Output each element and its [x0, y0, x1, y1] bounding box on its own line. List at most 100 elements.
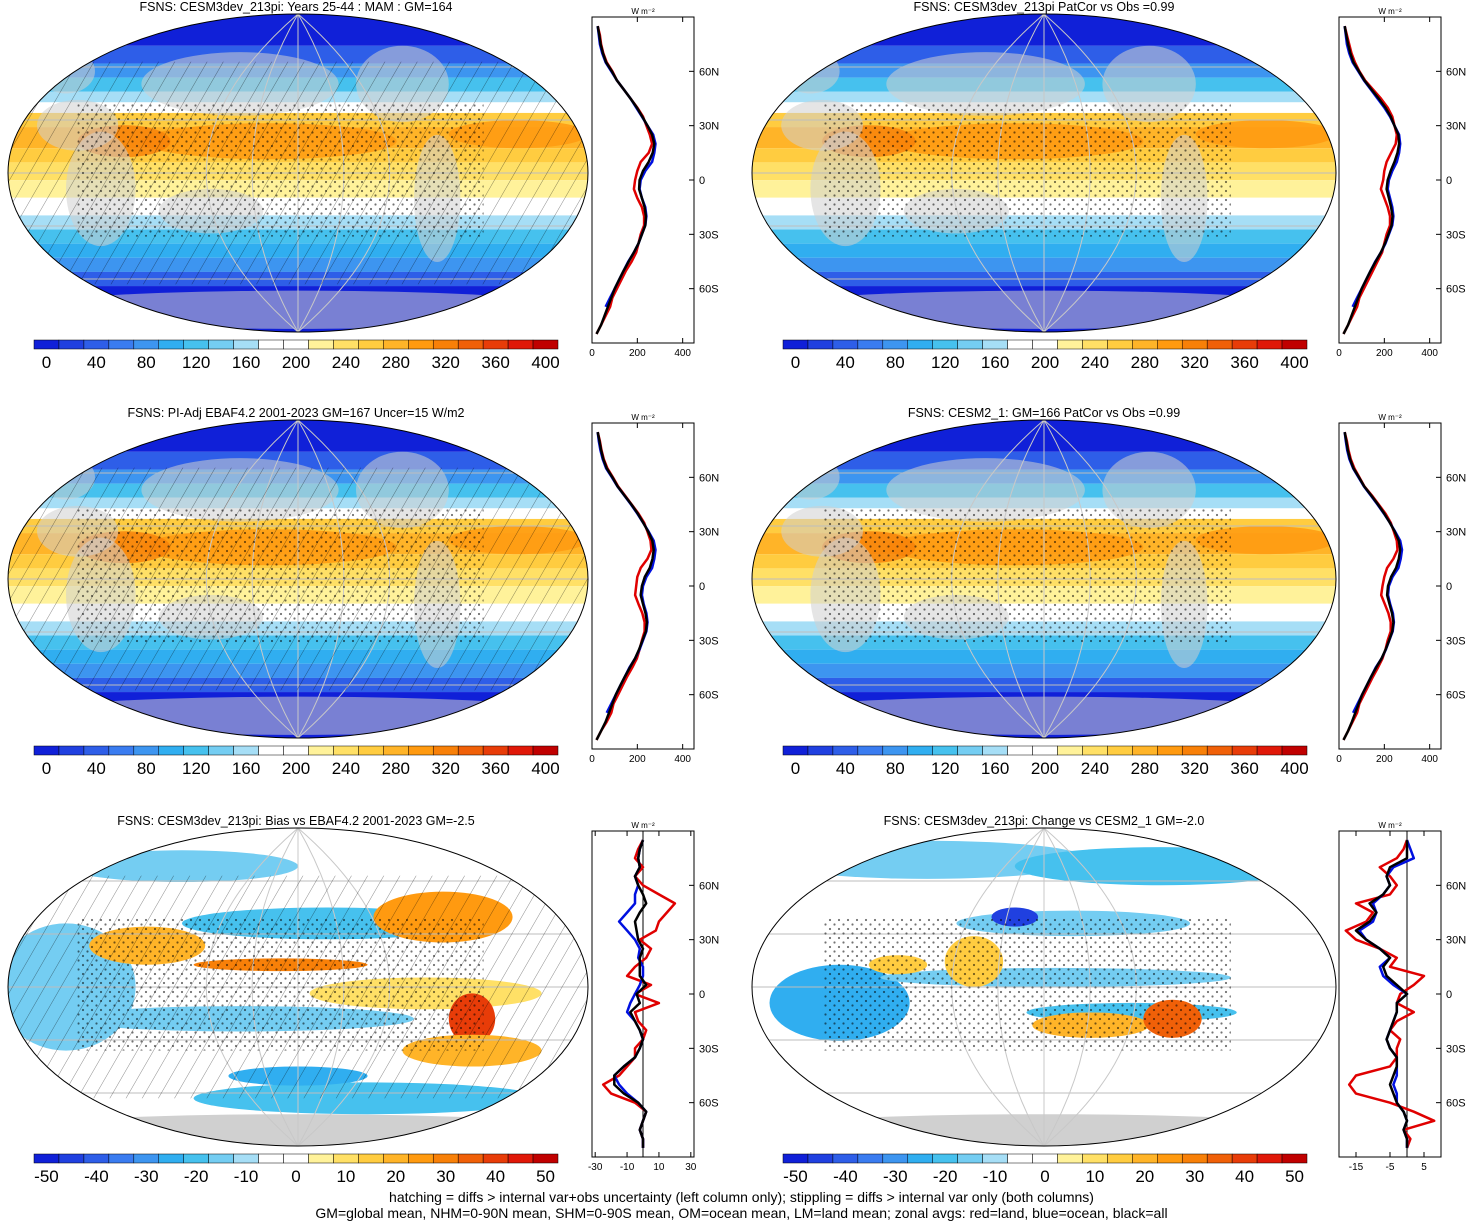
colorbar-swatch [58, 1153, 85, 1164]
zonal-lat-label: 60N [1446, 880, 1466, 892]
map-outline [7, 419, 589, 739]
zonal-lat-label: 30S [699, 1043, 719, 1055]
panel-title: FSNS: CESM3dev_213pi: Bias vs EBAF4.2 20… [117, 814, 475, 828]
colorbar-swatch [1206, 745, 1233, 756]
colorbar-tick-label: 240 [332, 353, 360, 372]
colorbar-swatch [308, 745, 334, 756]
colorbar-swatch [308, 339, 334, 350]
colorbar-swatch [1057, 745, 1083, 756]
colorbar-tick-label: 40 [486, 1167, 505, 1186]
colorbar-swatch [932, 745, 958, 756]
zonal-lat-label: 30S [699, 635, 719, 647]
colorbar-swatch [183, 745, 209, 756]
colorbar-swatch [358, 1153, 384, 1164]
colorbar-swatch [1181, 745, 1208, 756]
colorbar-swatch [782, 1153, 809, 1164]
zonal-lat-label: 60N [1446, 472, 1466, 484]
colorbar-swatch [1057, 339, 1083, 350]
zonal-lat-label: 30N [699, 527, 719, 539]
colorbar-tick-label: -30 [134, 1167, 159, 1186]
zonal-unit: W m⁻² [631, 413, 655, 422]
colorbar-swatch [1007, 1153, 1033, 1164]
colorbar-swatch [432, 339, 459, 350]
map-field [8, 828, 588, 1146]
colorbar-swatch [1032, 1153, 1058, 1164]
colorbar-swatch [1256, 339, 1283, 350]
zonal-xtick-label: 10 [653, 1162, 665, 1173]
colorbar-swatch [857, 745, 884, 756]
panel-p3: FSNS: PI-Adj EBAF4.2 2001-2023 GM=167 Un… [7, 406, 719, 778]
zonal-lat-label: 0 [699, 175, 705, 187]
panel-p6: FSNS: CESM3dev_213pi: Change vs CESM2_1 … [751, 814, 1466, 1186]
colorbar-swatch [1281, 745, 1308, 756]
zonal-lat-label: 30N [699, 935, 719, 947]
colorbar-tick-label: 240 [1081, 353, 1109, 372]
zonal-lat-label: 60S [1446, 284, 1466, 296]
colorbar-tick-label: 160 [232, 353, 260, 372]
colorbar-swatch [133, 745, 160, 756]
colorbar-swatch [532, 745, 559, 756]
zonal-xtick-label: 400 [674, 754, 691, 765]
colorbar-tick-label: 160 [981, 759, 1009, 778]
colorbar-tick-label: 200 [282, 353, 310, 372]
colorbar-swatch [1206, 339, 1233, 350]
colorbar-tick-label: 40 [836, 353, 855, 372]
zonal-lat-label: 60N [699, 880, 719, 892]
zonal-xtick-label: 5 [1421, 1162, 1427, 1173]
colorbar-swatch [432, 1153, 459, 1164]
colorbar-swatch [1132, 339, 1158, 350]
colorbar-tick-label: 400 [1280, 353, 1308, 372]
colorbar-swatch [1082, 745, 1108, 756]
colorbar-swatch [907, 745, 933, 756]
colorbar-swatch [208, 745, 234, 756]
colorbar-tick-label: -50 [783, 1167, 808, 1186]
colorbar-swatch [1181, 339, 1208, 350]
zonal-lat-label: 0 [1446, 581, 1452, 593]
colorbar-swatch [208, 1153, 234, 1164]
zonal-xtick-label: 400 [1421, 754, 1438, 765]
colorbar-swatch [158, 745, 184, 756]
zonal-xtick-label: 0 [589, 754, 595, 765]
colorbar-swatch [1032, 745, 1058, 756]
stippling [822, 509, 1231, 643]
colorbar-tick-label: 240 [332, 759, 360, 778]
colorbar-swatch [1231, 745, 1258, 756]
colorbar-swatch [233, 1153, 259, 1164]
colorbar-swatch [383, 745, 409, 756]
colorbar-swatch [1206, 1153, 1233, 1164]
zonal-unit: W m⁻² [631, 821, 655, 830]
panel-title: FSNS: CESM3dev_213pi: Change vs CESM2_1 … [884, 814, 1205, 828]
zonal-frame [1338, 830, 1442, 1158]
colorbar-swatch [258, 339, 284, 350]
colorbar-swatch [208, 339, 234, 350]
colorbar-tick-label: 200 [282, 759, 310, 778]
colorbar-tick-label: 400 [1280, 759, 1308, 778]
colorbar-tick-label: 320 [1181, 353, 1209, 372]
zonal-plot: W m⁻² -30 -10 10 30 60N 30N 0 30S 60S [588, 821, 719, 1173]
hatching [8, 875, 588, 1099]
zonal-xtick-label: -5 [1386, 1162, 1395, 1173]
colorbar-swatch [1256, 1153, 1283, 1164]
colorbar-swatch [133, 339, 160, 350]
zonal-lat-label: 30N [1446, 121, 1466, 133]
colorbar-tick-label: 120 [931, 759, 959, 778]
colorbar-swatch [1157, 745, 1183, 756]
colorbar-tick-label: 360 [1230, 759, 1258, 778]
colorbar-tick-label: 280 [1131, 353, 1159, 372]
colorbar-tick-label: -30 [883, 1167, 908, 1186]
colorbar: 0 40 80 120 160 200 240 280 320 360 400 [782, 745, 1309, 778]
colorbar-swatch [807, 745, 834, 756]
zonal-lat-label: 30N [699, 121, 719, 133]
colorbar-swatch [932, 1153, 958, 1164]
colorbar-swatch [1281, 1153, 1308, 1164]
colorbar-swatch [1181, 1153, 1208, 1164]
panel-p4: FSNS: CESM2_1: GM=166 PatCor vs Obs =0.9… [751, 406, 1466, 778]
colorbar-swatch [408, 745, 434, 756]
map-outline [7, 827, 589, 1147]
colorbar-swatch [33, 339, 60, 350]
colorbar-swatch [233, 339, 259, 350]
map-field [752, 420, 1336, 738]
colorbar-swatch [283, 745, 309, 756]
colorbar-tick-label: 120 [182, 759, 210, 778]
zonal-series-all [595, 25, 656, 335]
